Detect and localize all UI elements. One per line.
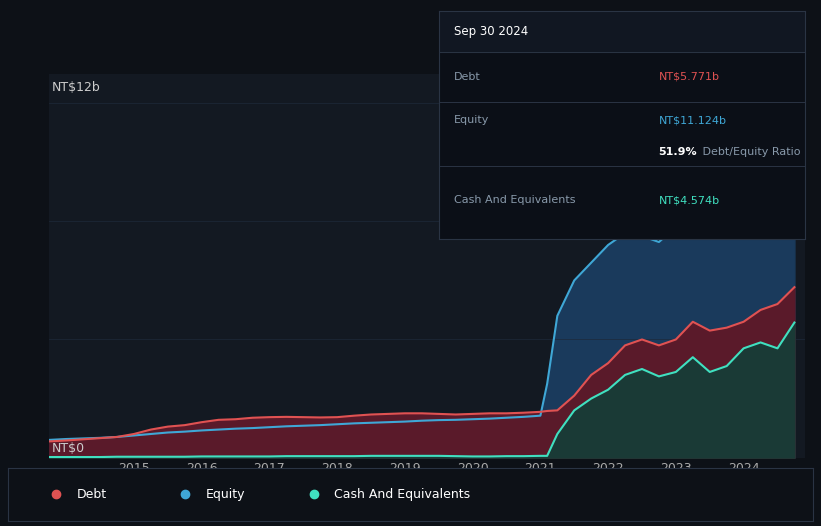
Text: Equity: Equity — [454, 115, 489, 125]
Text: Cash And Equivalents: Cash And Equivalents — [454, 196, 576, 206]
Text: Debt: Debt — [454, 72, 480, 82]
Text: 51.9%: 51.9% — [658, 147, 697, 157]
Text: NT$4.574b: NT$4.574b — [658, 196, 719, 206]
Text: NT$0: NT$0 — [51, 442, 85, 454]
Text: Debt: Debt — [76, 488, 107, 501]
Text: Sep 30 2024: Sep 30 2024 — [454, 25, 528, 38]
Bar — [439, 11, 805, 52]
Text: NT$12b: NT$12b — [51, 82, 100, 94]
Text: Debt/Equity Ratio: Debt/Equity Ratio — [699, 147, 800, 157]
Text: NT$5.771b: NT$5.771b — [658, 72, 719, 82]
Text: Cash And Equivalents: Cash And Equivalents — [334, 488, 470, 501]
Text: NT$11.124b: NT$11.124b — [658, 115, 727, 125]
Text: Equity: Equity — [205, 488, 245, 501]
